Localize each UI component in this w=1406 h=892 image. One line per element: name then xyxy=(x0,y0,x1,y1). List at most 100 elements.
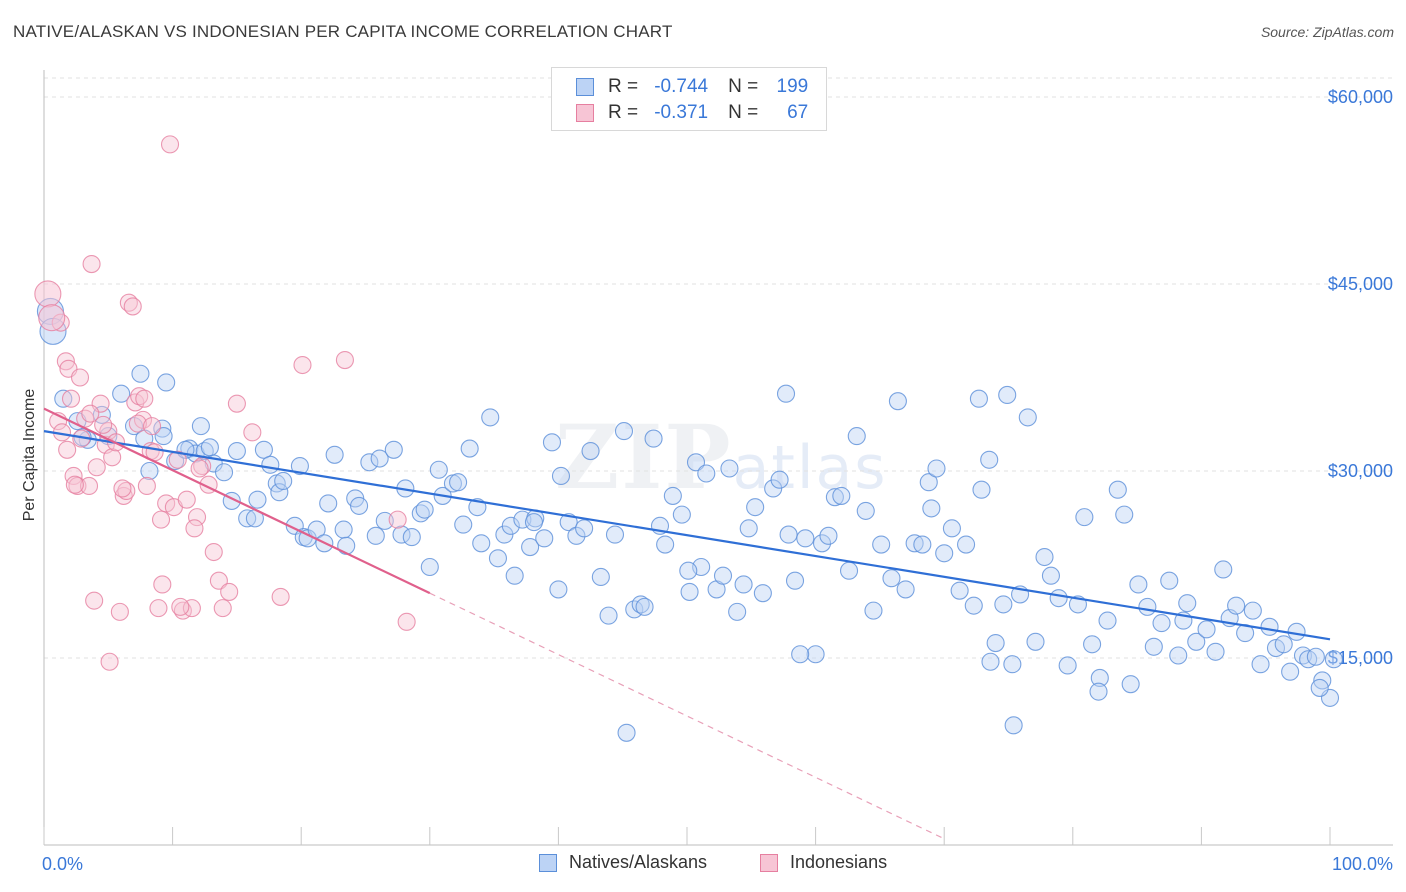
native-point xyxy=(957,535,976,554)
native-point xyxy=(896,580,915,599)
native-point xyxy=(1083,635,1102,654)
native-point xyxy=(614,422,634,441)
indonesian-point xyxy=(65,475,84,494)
native-point xyxy=(986,633,1005,653)
indonesian-trend-line xyxy=(43,407,431,595)
indonesian-point xyxy=(213,599,232,618)
native-point xyxy=(1098,611,1117,630)
native-point xyxy=(969,389,988,408)
native-point xyxy=(270,483,289,502)
native-point xyxy=(157,373,176,392)
indonesian-point xyxy=(82,255,101,274)
native-point xyxy=(591,567,610,587)
legend-n-label: N = xyxy=(728,76,759,97)
y-tick-label: $45,000 xyxy=(1328,274,1393,294)
native-point xyxy=(839,561,859,580)
native-point xyxy=(847,427,866,446)
chart-title: NATIVE/ALASKAN VS INDONESIAN PER CAPITA … xyxy=(13,22,673,41)
native-point xyxy=(370,449,389,468)
native-point xyxy=(806,645,825,664)
legend-item-natives[interactable]: Natives/Alaskans xyxy=(539,852,707,873)
indonesian-trend-extension xyxy=(429,592,945,840)
indonesian-point xyxy=(56,352,75,371)
native-point xyxy=(551,466,571,486)
native-point xyxy=(542,433,562,452)
native-point xyxy=(460,439,479,458)
x-tick-label: 0.0% xyxy=(42,854,83,874)
native-point xyxy=(1035,547,1054,567)
native-point xyxy=(720,459,739,478)
indonesian-point xyxy=(185,519,204,538)
native-point xyxy=(770,470,789,489)
indonesian-point xyxy=(151,510,171,529)
indonesian-point xyxy=(209,571,228,590)
indonesian-point xyxy=(87,458,106,477)
native-point xyxy=(746,498,765,517)
native-point xyxy=(713,566,733,585)
native-point xyxy=(366,526,385,545)
legend-n-value: 67 xyxy=(787,102,809,123)
native-point xyxy=(415,500,434,519)
indonesian-point xyxy=(177,490,196,509)
native-point xyxy=(505,566,524,585)
native-point xyxy=(605,525,625,544)
native-point xyxy=(1108,480,1127,499)
native-point xyxy=(54,389,73,408)
native-point xyxy=(254,440,273,459)
native-point xyxy=(112,384,131,403)
native-point xyxy=(449,473,468,492)
indonesian-point xyxy=(190,459,209,478)
native-point xyxy=(191,417,210,436)
native-point xyxy=(238,509,257,528)
indonesian-point xyxy=(58,440,77,459)
legend-item-indonesians[interactable]: Indonesians xyxy=(760,852,887,873)
indonesian-point xyxy=(70,368,90,387)
indonesian-point xyxy=(182,599,201,618)
native-point xyxy=(1251,655,1270,674)
native-point xyxy=(1306,647,1325,666)
native-point xyxy=(922,499,941,518)
native-point xyxy=(420,557,439,577)
native-point xyxy=(1313,671,1332,690)
native-point xyxy=(905,534,924,553)
legend-label-indonesians: Indonesians xyxy=(790,852,888,872)
native-point xyxy=(856,501,875,520)
series-legend: Natives/Alaskans Indonesians xyxy=(0,852,1406,878)
native-point xyxy=(739,519,758,538)
native-point xyxy=(1281,662,1300,681)
native-point xyxy=(919,473,938,492)
native-point xyxy=(935,544,954,563)
native-point xyxy=(1121,675,1140,694)
indonesian-point xyxy=(149,599,168,618)
native-point xyxy=(1160,571,1179,590)
native-point xyxy=(153,419,172,438)
native-point xyxy=(325,445,344,464)
native-point xyxy=(524,513,544,532)
legend-swatch-natives xyxy=(576,78,594,96)
legend-swatch-natives xyxy=(539,853,557,872)
legend-row-natives: R = -0.744 N = 199 xyxy=(576,75,808,99)
indonesian-point xyxy=(160,135,180,154)
native-point xyxy=(454,515,473,534)
native-point xyxy=(1018,408,1037,427)
native-point xyxy=(567,526,586,545)
native-point xyxy=(672,505,691,524)
native-point xyxy=(429,460,448,479)
native-point xyxy=(950,581,969,600)
native-point xyxy=(680,582,699,601)
native-trend-line xyxy=(43,430,1331,641)
indonesian-point xyxy=(114,486,133,505)
native-point xyxy=(1197,620,1216,639)
native-point xyxy=(274,471,293,491)
legend-r-label: R = xyxy=(608,76,639,97)
native-point xyxy=(384,440,403,459)
native-point xyxy=(697,464,716,483)
source-label: Source: ZipAtlas.com xyxy=(1260,24,1394,40)
native-point xyxy=(980,450,999,469)
native-point xyxy=(819,526,838,545)
native-point xyxy=(942,519,961,538)
native-point xyxy=(796,529,815,548)
legend-r-value: -0.371 xyxy=(654,102,709,123)
native-point xyxy=(599,606,618,625)
native-point xyxy=(200,438,219,457)
